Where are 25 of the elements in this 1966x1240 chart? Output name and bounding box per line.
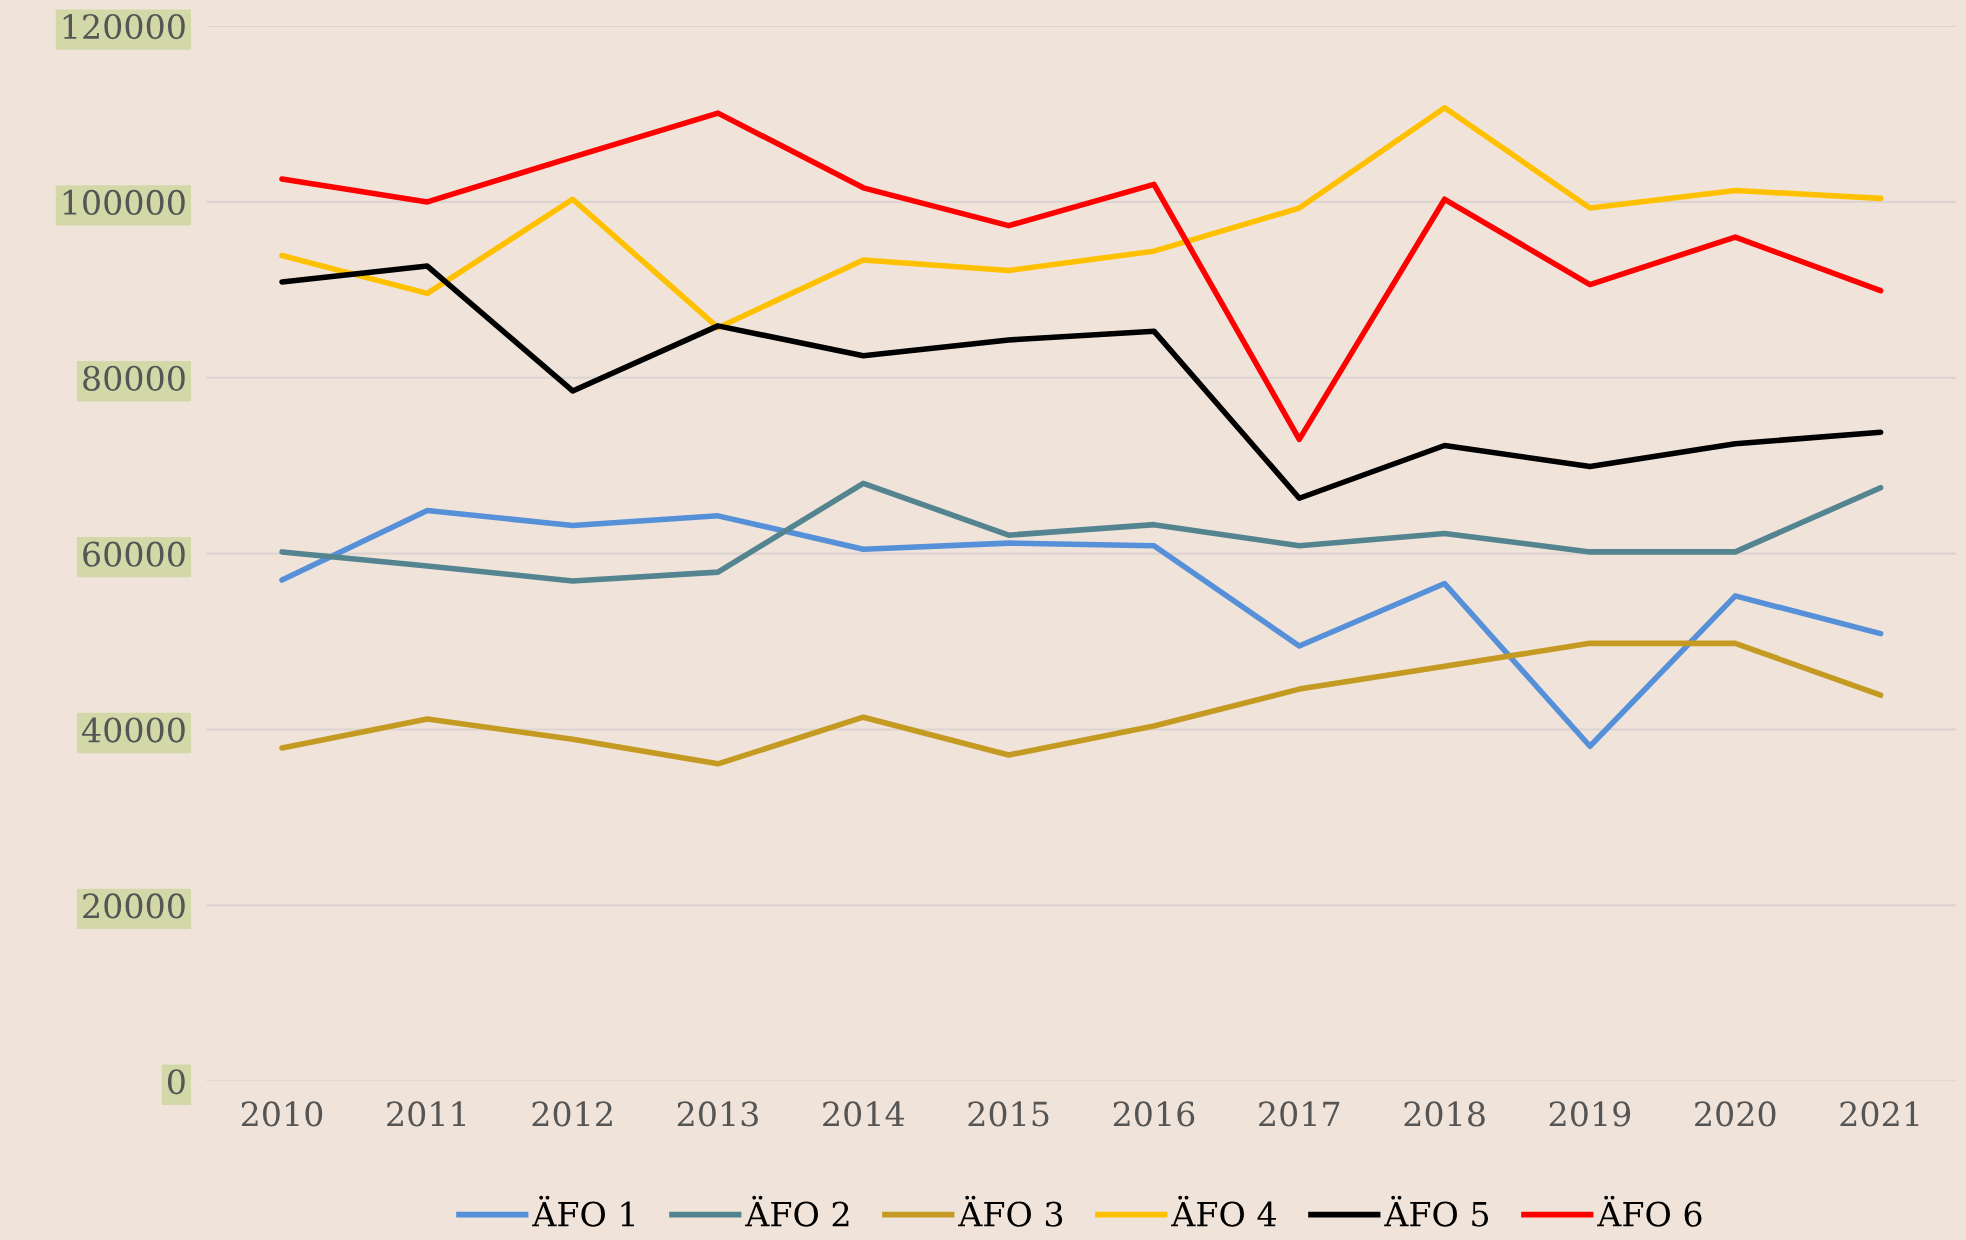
x-tick-label: 2020 xyxy=(1695,1101,1776,1127)
y-tick-label: 120000 xyxy=(63,13,185,40)
x-tick-label: 2014 xyxy=(823,1101,905,1127)
x-tick-label: 2016 xyxy=(1113,1101,1195,1127)
x-tick-label: 2013 xyxy=(677,1101,758,1127)
x-tick-label: 2010 xyxy=(241,1101,323,1127)
x-tick-label: 2015 xyxy=(968,1101,1049,1127)
x-tick-label: 2012 xyxy=(532,1101,612,1127)
x-tick-label: 2019 xyxy=(1549,1101,1631,1127)
x-tick-label: 2017 xyxy=(1259,1101,1340,1127)
x-tick-label: 2018 xyxy=(1404,1101,1485,1127)
y-tick-label: 60000 xyxy=(83,541,185,567)
legend-label: ÄFO 5 xyxy=(1384,1195,1489,1227)
y-tick-label: 0 xyxy=(167,1069,185,1095)
x-tick-label: 2021 xyxy=(1840,1101,1919,1127)
legend-label: ÄFO 3 xyxy=(958,1195,1063,1227)
legend-label: ÄFO 2 xyxy=(745,1195,849,1227)
y-tick-label: 40000 xyxy=(81,717,185,743)
legend-label: ÄFO 1 xyxy=(532,1195,634,1227)
x-tick-label: 2011 xyxy=(387,1101,466,1127)
y-tick-label: 100000 xyxy=(63,189,185,216)
legend-label: ÄFO 6 xyxy=(1597,1195,1702,1227)
y-tick-label: 80000 xyxy=(83,365,185,391)
legend-label: ÄFO 4 xyxy=(1171,1195,1276,1227)
y-tick-label: 20000 xyxy=(83,893,185,919)
